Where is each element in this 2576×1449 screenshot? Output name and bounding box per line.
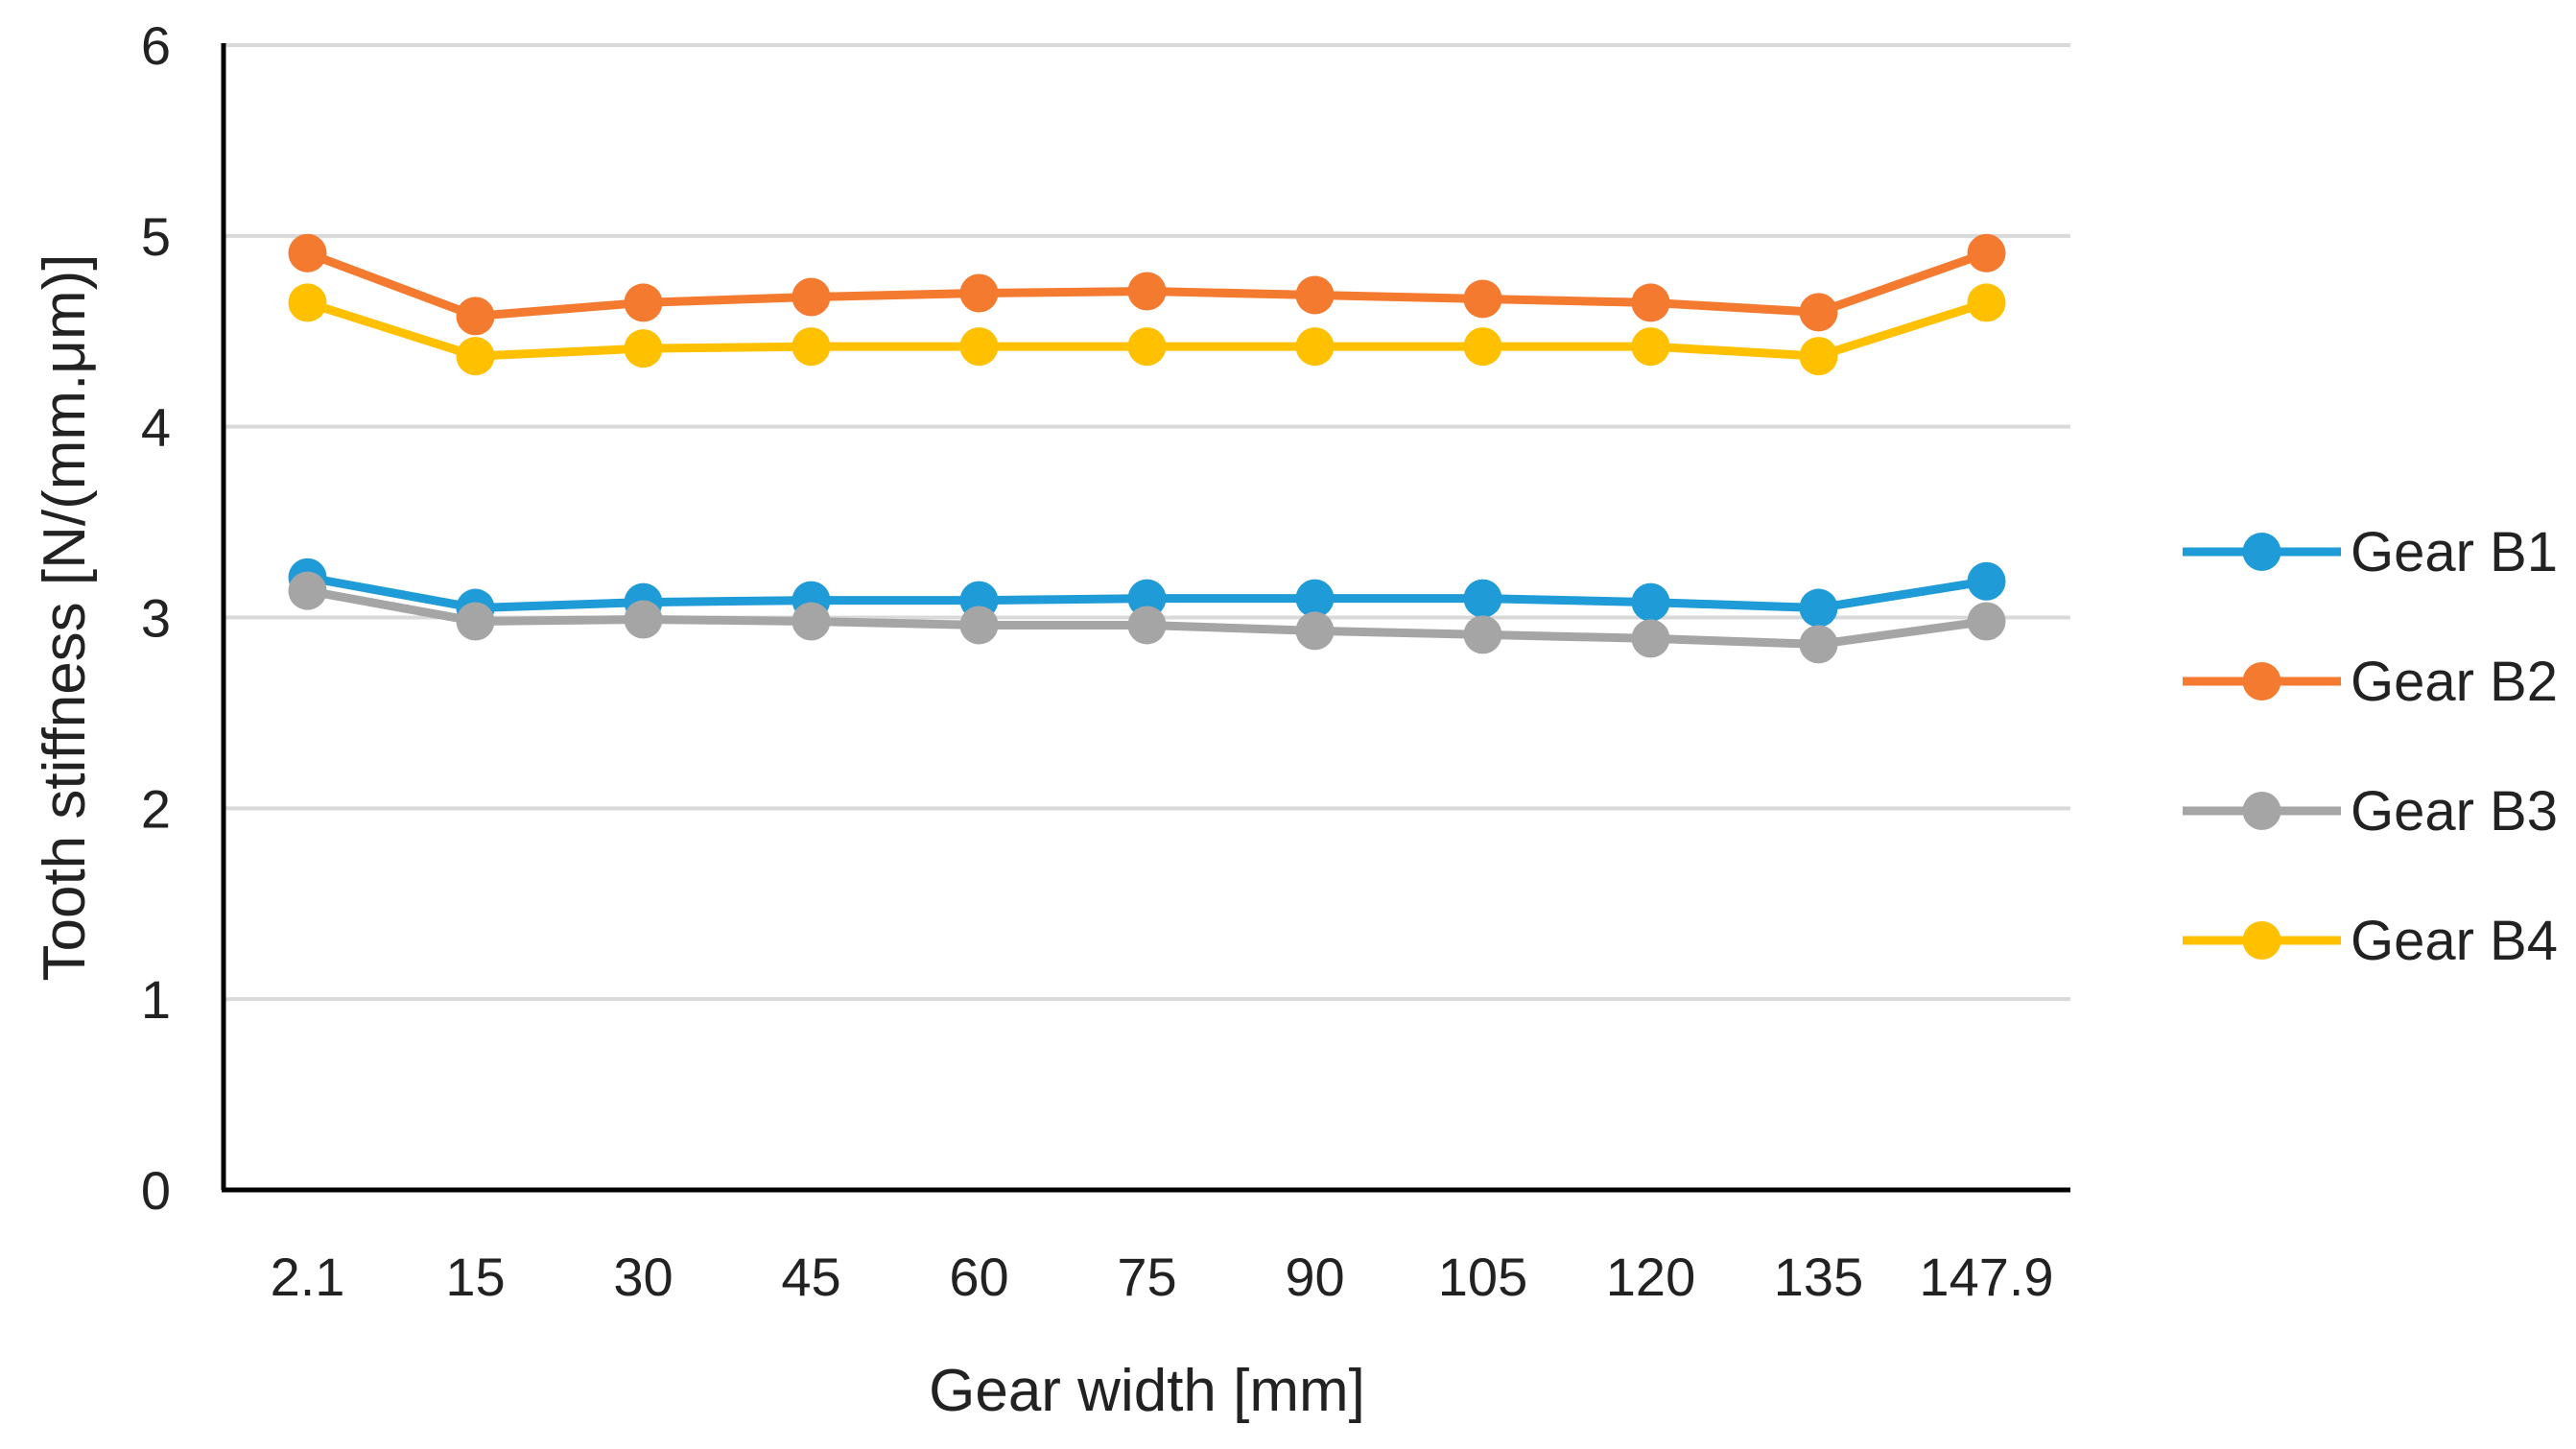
data-point — [792, 327, 831, 367]
y-tick-label: 4 — [141, 397, 171, 458]
y-tick-label: 1 — [141, 969, 171, 1030]
data-point — [1799, 337, 1838, 376]
legend-label: Gear B2 — [2351, 651, 2558, 713]
data-point — [1463, 579, 1502, 618]
data-point — [1967, 602, 2006, 641]
gridlines — [224, 43, 2070, 1002]
data-point — [288, 283, 327, 322]
series-gear-b4 — [288, 283, 2006, 376]
x-tick-label: 60 — [949, 1247, 1008, 1307]
series-gear-b2 — [288, 233, 2006, 336]
data-point — [1127, 272, 1167, 311]
data-point — [624, 329, 663, 368]
data-point — [1463, 615, 1502, 654]
legend-item: Gear B4 — [2183, 910, 2558, 972]
legend-label: Gear B4 — [2351, 910, 2558, 972]
y-tick-label: 5 — [141, 206, 171, 267]
legend: Gear B1 Gear B2 Gear B3 Gear B4 — [2183, 521, 2558, 972]
legend-item: Gear B1 — [2183, 521, 2558, 583]
x-tick-label: 2.1 — [271, 1247, 345, 1307]
data-point — [1967, 233, 2006, 273]
axes — [221, 43, 2070, 1193]
data-point — [792, 277, 831, 317]
data-point — [1967, 283, 2006, 322]
data-point — [624, 283, 663, 322]
data-point — [959, 606, 999, 645]
legend-marker — [2242, 921, 2281, 960]
data-point — [1631, 619, 1670, 658]
x-tick-label: 45 — [781, 1247, 840, 1307]
x-axis-title: Gear width [mm] — [929, 1358, 1365, 1424]
data-point — [1295, 327, 1335, 367]
data-point — [288, 233, 327, 273]
data-point — [1295, 579, 1335, 618]
data-point — [959, 273, 999, 313]
data-point — [1463, 327, 1502, 367]
x-tick-labels: 2.1 15 30 45 60 75 90 105 120 135 147.9 — [271, 1247, 2054, 1307]
x-tick-label: 15 — [445, 1247, 505, 1307]
legend-label: Gear B3 — [2351, 780, 2558, 843]
legend-item: Gear B2 — [2183, 651, 2558, 713]
legend-label: Gear B1 — [2351, 521, 2558, 583]
y-axis-title: Tooth stiffness [N/(mm.μm)] — [32, 253, 98, 981]
data-point — [288, 571, 327, 610]
data-point — [1631, 327, 1670, 367]
data-point — [1967, 561, 2006, 601]
data-point — [456, 297, 495, 336]
y-tick-label: 0 — [141, 1160, 171, 1221]
x-tick-label: 75 — [1117, 1247, 1176, 1307]
data-point — [1463, 279, 1502, 319]
data-point — [624, 600, 663, 639]
x-tick-label: 105 — [1438, 1247, 1527, 1307]
data-point — [1295, 275, 1335, 315]
data-point — [1631, 582, 1670, 622]
data-point — [1295, 611, 1335, 651]
data-point — [1799, 588, 1838, 628]
x-tick-label: 147.9 — [1919, 1247, 2053, 1307]
x-tick-label: 120 — [1606, 1247, 1695, 1307]
y-tick-label: 6 — [141, 15, 171, 76]
data-point — [456, 602, 495, 641]
legend-marker — [2242, 662, 2281, 701]
x-tick-label: 30 — [613, 1247, 673, 1307]
y-tick-label: 2 — [141, 778, 171, 839]
data-point — [959, 327, 999, 367]
x-tick-label: 135 — [1774, 1247, 1863, 1307]
y-tick-label: 3 — [141, 588, 171, 649]
x-tick-label: 90 — [1285, 1247, 1344, 1307]
data-point — [1799, 625, 1838, 664]
data-point — [1799, 293, 1838, 332]
data-point — [792, 602, 831, 641]
series-group — [288, 233, 2006, 664]
y-tick-labels: 0 1 2 3 4 5 6 — [141, 15, 171, 1221]
legend-marker — [2242, 792, 2281, 830]
data-point — [1127, 579, 1167, 618]
data-point — [1127, 606, 1167, 645]
series-gear-b3 — [288, 571, 2006, 664]
data-point — [1631, 283, 1670, 322]
legend-item: Gear B3 — [2183, 780, 2558, 843]
data-point — [1127, 327, 1167, 367]
legend-marker — [2242, 533, 2281, 571]
data-point — [456, 337, 495, 376]
